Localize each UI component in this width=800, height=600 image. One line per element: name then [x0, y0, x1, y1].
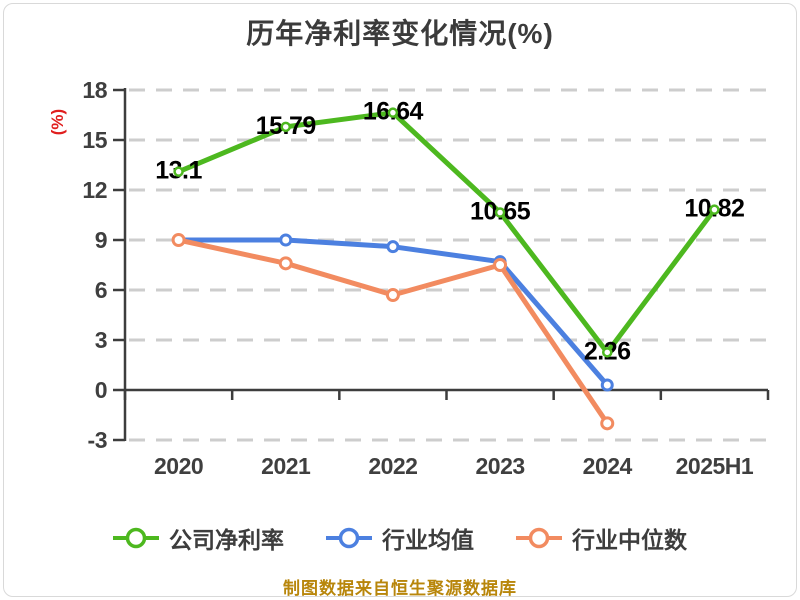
- legend-label-1: 行业均值: [382, 527, 474, 553]
- chart-title: 历年净利率变化情况(%): [246, 18, 554, 49]
- x-tick-label-2020: 2020: [153, 453, 204, 479]
- y-tick-label-12: 12: [82, 177, 107, 203]
- y-tick-label-0: 0: [94, 377, 108, 403]
- series-line-1: [176, 237, 610, 388]
- legend-marker-icon: [326, 527, 372, 549]
- series-marker-0-5: [709, 204, 720, 215]
- y-tick-label-9: 9: [94, 227, 108, 253]
- legend-label-0: 公司净利率: [169, 527, 284, 553]
- x-tick-label-2022: 2022: [368, 453, 418, 479]
- chart-legend: 公司净利率 行业均值 行业中位数: [0, 520, 800, 556]
- series-marker-0-1: [280, 121, 291, 133]
- data-source-note: 制图数据来自恒生聚源数据库: [283, 579, 517, 598]
- series-marker-2-4: [600, 416, 615, 431]
- y-tick-label-6: 6: [94, 277, 108, 303]
- series-marker-2-2: [385, 288, 400, 302]
- x-tick-label-2023: 2023: [475, 453, 525, 479]
- legend-item-1: 行业均值: [326, 521, 474, 555]
- series-marker-0-3: [494, 207, 506, 218]
- series-marker-0-4: [602, 347, 613, 358]
- series-marker-2-0: [171, 233, 186, 247]
- series-marker-1-4: [600, 378, 614, 392]
- x-tick-label-2025H1: 2025H1: [675, 453, 754, 479]
- y-tick-label-18: 18: [82, 77, 107, 103]
- y-tick-label--3: -3: [87, 427, 108, 453]
- series-marker-1-2: [386, 240, 400, 254]
- x-tick-label-2021: 2021: [261, 453, 311, 479]
- y-tick-label-3: 3: [94, 327, 108, 353]
- series-marker-0-2: [387, 107, 399, 118]
- legend-marker-icon: [113, 527, 159, 549]
- series-marker-1-1: [279, 233, 293, 247]
- legend-item-2: 行业中位数: [516, 521, 687, 555]
- legend-marker-icon: [516, 527, 562, 549]
- legend-label-2: 行业中位数: [572, 527, 687, 553]
- x-tick-label-2024: 2024: [582, 453, 633, 479]
- legend-item-0: 公司净利率: [113, 521, 284, 555]
- y-tick-label-15: 15: [82, 127, 107, 153]
- series-marker-2-3: [493, 258, 508, 272]
- series-marker-0-0: [173, 166, 184, 177]
- series-line-0: [176, 110, 717, 355]
- series-marker-2-1: [278, 256, 293, 271]
